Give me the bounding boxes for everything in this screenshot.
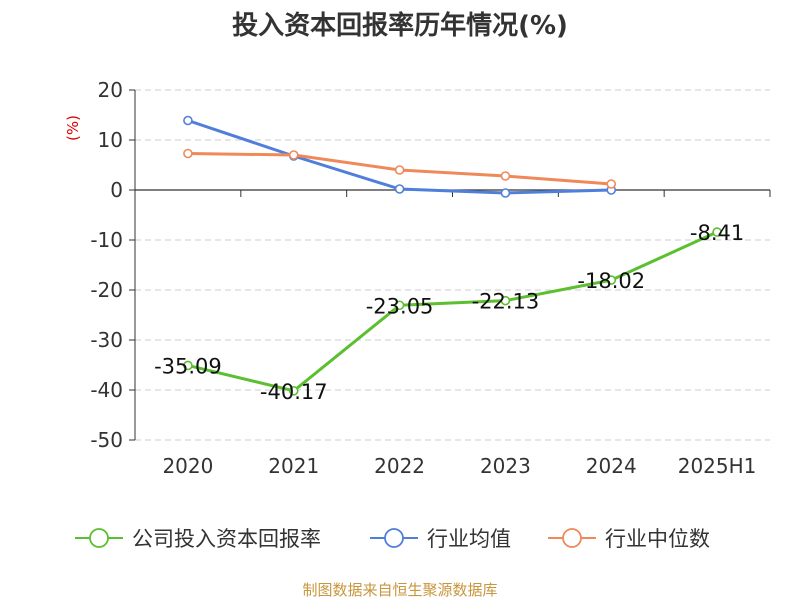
chart-title: 投入资本回报率历年情况(%): [232, 10, 568, 41]
data-point[interactable]: [500, 188, 511, 198]
axis-layer: 20 10 0 -10 -20 -30 -40 -50 2020 2021 2022 2023 2024…: [90, 78, 771, 478]
data-point[interactable]: [500, 295, 511, 306]
legend[interactable]: 公司投入资本回报率 行业均值 行业中位数: [75, 527, 710, 551]
x-tick-label: 2025H1: [678, 454, 757, 478]
data-point[interactable]: [712, 227, 722, 237]
y-tick-label: -50: [90, 428, 123, 452]
y-tick-label: 0: [110, 178, 123, 202]
data-point[interactable]: [183, 148, 193, 159]
y-tick-label: -30: [90, 328, 123, 352]
data-point[interactable]: [606, 275, 617, 285]
x-tick-label: 2022: [374, 454, 425, 478]
data-point[interactable]: [500, 171, 511, 181]
data-point[interactable]: [394, 165, 405, 175]
data-label: -40.17: [260, 380, 328, 404]
x-tick-label: 2023: [480, 454, 531, 478]
legend-marker: [384, 528, 404, 548]
legend-label: 公司投入资本回报率: [132, 527, 321, 551]
data-point[interactable]: [183, 360, 193, 371]
y-tick-label: 10: [98, 128, 123, 152]
series-line: [187, 230, 718, 393]
series-line: [187, 119, 612, 195]
data-label: -8.41: [690, 221, 744, 245]
data-label: -22.13: [472, 290, 540, 314]
legend-marker: [89, 528, 109, 548]
data-label: -23.05: [366, 294, 434, 318]
x-tick-label: 2021: [268, 454, 319, 478]
series-layer: [183, 115, 722, 396]
x-tick-label: 2024: [586, 454, 637, 478]
y-tick-label: -40: [90, 378, 123, 402]
y-tick-label: 20: [98, 78, 123, 102]
y-axis-unit-label: (%): [64, 115, 82, 141]
y-tick-label: -20: [90, 278, 123, 302]
grid-layer: [135, 89, 770, 441]
data-point[interactable]: [183, 115, 193, 126]
legend-marker: [562, 528, 582, 548]
data-point[interactable]: [394, 300, 405, 311]
y-tick-label: -10: [90, 228, 123, 252]
x-tick-label: 2020: [162, 454, 213, 478]
data-label: -35.09: [154, 354, 222, 378]
legend-item[interactable]: 行业均值: [370, 527, 511, 551]
data-label: -18.02: [577, 269, 645, 293]
data-point[interactable]: [606, 179, 617, 189]
data-point[interactable]: [288, 386, 299, 396]
data-label-layer: -35.09 -40.17 -23.05 -22.13 -18.02 -8.41: [154, 221, 744, 404]
data-point[interactable]: [288, 150, 299, 160]
legend-item[interactable]: 公司投入资本回报率: [75, 527, 321, 551]
data-point[interactable]: [394, 184, 405, 194]
legend-item[interactable]: 行业中位数: [548, 527, 710, 551]
source-note: 制图数据来自恒生聚源数据库: [302, 581, 497, 599]
legend-label: 行业中位数: [605, 527, 710, 551]
legend-label: 行业均值: [427, 527, 511, 551]
